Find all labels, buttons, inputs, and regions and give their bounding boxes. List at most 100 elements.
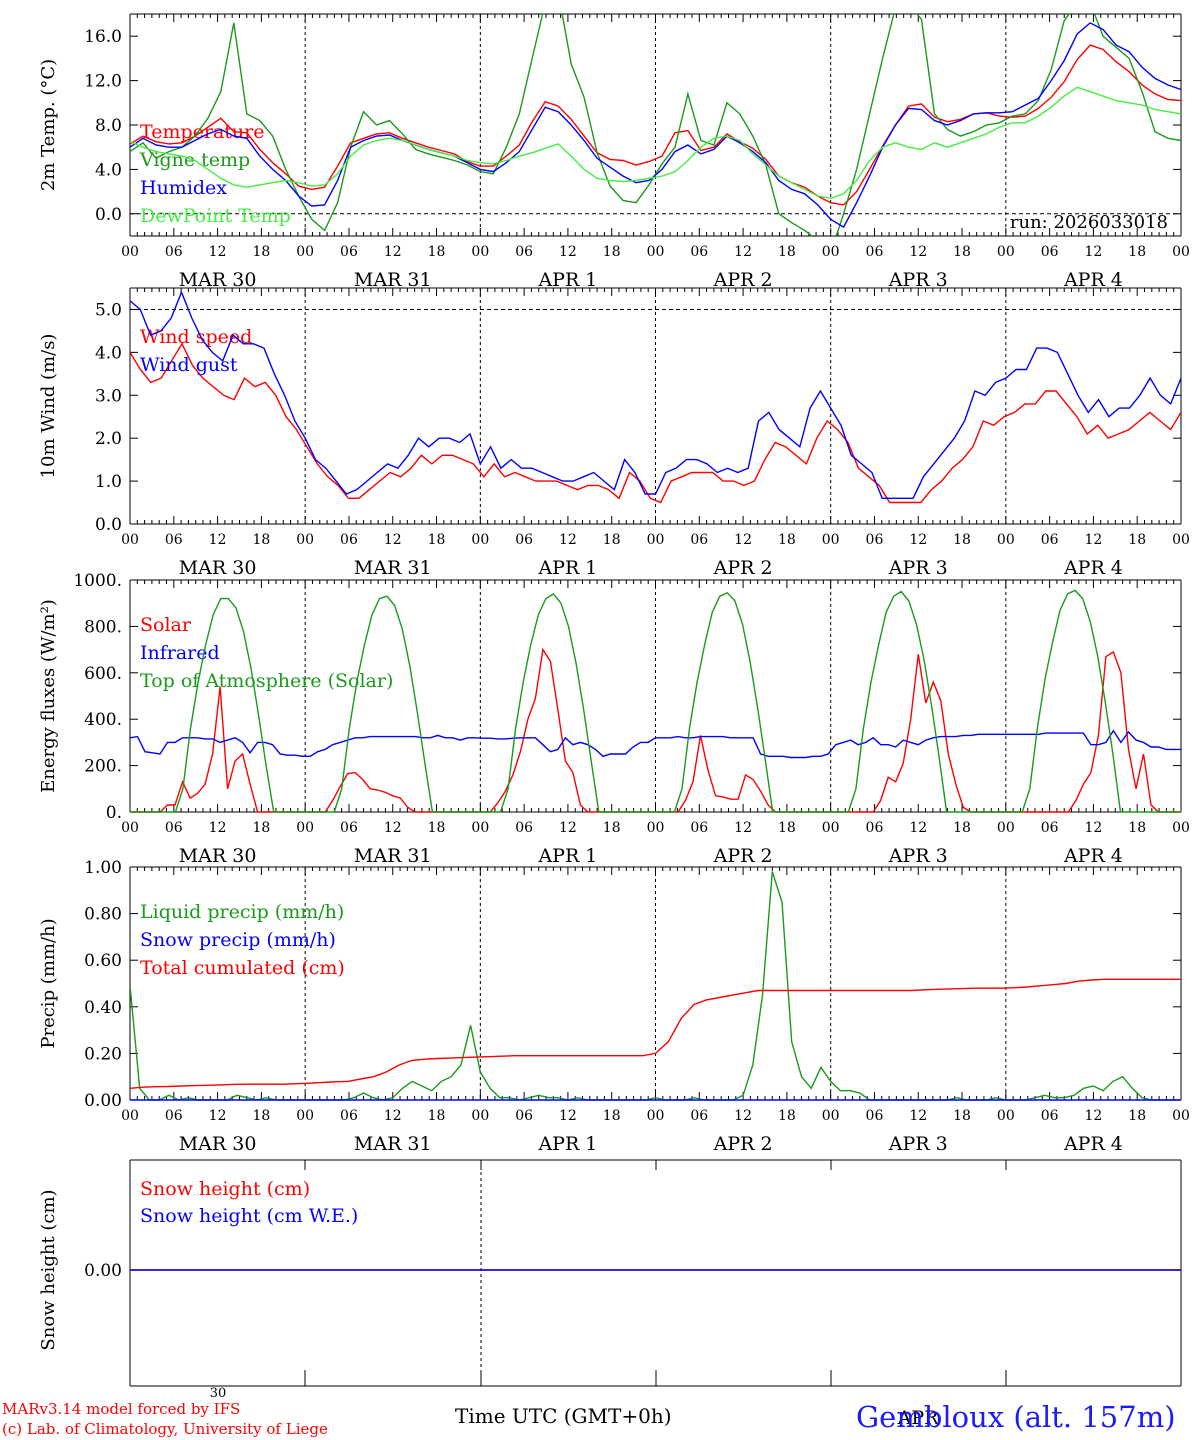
y-axis-label: Precip (mm/h)	[38, 918, 59, 1048]
x-tick-label: 18	[252, 532, 270, 548]
panel-5: 30 APR 0.00 Snow height (cm) Snow height (cm…	[38, 1159, 1182, 1429]
x-tick-label: 12	[1085, 1108, 1103, 1124]
x-tick-label: 12	[384, 532, 402, 548]
x-tick-label: 12	[559, 532, 577, 548]
y-axis-label: Energy fluxes (W/m²)	[38, 599, 59, 793]
x-tick-label: 06	[515, 244, 533, 260]
x-tick-label: 12	[209, 244, 227, 260]
x-tick-label: 00	[997, 820, 1015, 836]
x-tick-label: 18	[428, 532, 446, 548]
x-tick-label: 18	[1128, 1108, 1146, 1124]
y-axis-label: 2m Temp. (°C)	[38, 59, 59, 191]
day-label: MAR 30	[179, 269, 257, 291]
legend-solar: Solar	[140, 614, 192, 636]
x-tick-label: 00	[822, 1108, 840, 1124]
x-tick-label: 06	[165, 244, 183, 260]
x-tick-label: 12	[209, 1108, 227, 1124]
x-tick-label: 06	[515, 820, 533, 836]
bottom-month-label: APR	[897, 1407, 940, 1429]
x-tick-label: 00	[296, 1108, 314, 1124]
x-tick-label: 12	[734, 820, 752, 836]
x-tick-label: 18	[428, 244, 446, 260]
x-tick-label: 18	[252, 244, 270, 260]
legend-snow-height-cm-w-e: Snow height (cm W.E.)	[140, 1205, 358, 1227]
x-tick-label: 18	[603, 244, 621, 260]
x-tick-label: 06	[866, 820, 884, 836]
lab-credit: (c) Lab. of Climatology, University of L…	[2, 1420, 328, 1438]
x-tick-label: 06	[340, 244, 358, 260]
x-tick-label: 00	[822, 244, 840, 260]
series-line-infrared	[130, 729, 1181, 759]
panel-1: 00 06 12 18 00 06 12 18 00 06 12 18 00 06 12 18 00 06 12 18…	[38, 13, 1190, 291]
day-label: MAR 30	[179, 845, 257, 867]
day-label: APR 1	[537, 1133, 597, 1155]
y-tick-label: 4.0	[95, 160, 122, 180]
y-tick-label: 0.40	[84, 998, 122, 1018]
bottom-day-number: 30	[210, 1386, 227, 1401]
y-tick-label: 400.	[84, 710, 122, 730]
x-tick-label: 12	[734, 532, 752, 548]
x-tick-label: 18	[1128, 244, 1146, 260]
legend-temperature: Temperature	[140, 121, 264, 143]
x-tick-label: 00	[822, 532, 840, 548]
x-tick-label: 06	[1041, 532, 1059, 548]
legend-total-cumulated-cm: Total cumulated (cm)	[140, 957, 345, 979]
x-tick-label: 06	[1041, 1108, 1059, 1124]
x-tick-label: 00	[647, 532, 665, 548]
x-tick-label: 18	[1128, 532, 1146, 548]
legend-humidex: Humidex	[140, 177, 227, 199]
y-tick-label: 800.	[84, 617, 122, 637]
y-tick-label: 1.0	[95, 472, 122, 492]
x-tick-label: 18	[778, 1108, 796, 1124]
x-tick-label: 12	[909, 532, 927, 548]
day-label: APR 3	[888, 845, 948, 867]
y-tick-label: 5.0	[95, 300, 122, 320]
x-tick-label: 12	[559, 820, 577, 836]
x-tick-label: 18	[953, 820, 971, 836]
x-tick-label: 18	[953, 1108, 971, 1124]
x-tick-label: 18	[252, 820, 270, 836]
series-line-wind-gust	[130, 290, 1181, 499]
x-tick-label: 00	[647, 820, 665, 836]
day-label: APR 4	[1063, 269, 1123, 291]
x-tick-label: 00	[121, 244, 139, 260]
x-tick-label: 00	[471, 532, 489, 548]
day-label: MAR 31	[354, 557, 432, 579]
x-tick-label: 12	[559, 1108, 577, 1124]
x-tick-label: 06	[690, 244, 708, 260]
day-label: MAR 30	[179, 557, 257, 579]
x-tick-label: 00	[1172, 820, 1190, 836]
x-tick-label: 00	[822, 820, 840, 836]
legend-top-of-atmosphere-solar: Top of Atmosphere (Solar)	[140, 670, 393, 692]
x-tick-label: 12	[1085, 820, 1103, 836]
x-tick-label: 18	[778, 244, 796, 260]
run-label: run: 2026033018	[1010, 212, 1168, 233]
x-tick-label: 06	[515, 1108, 533, 1124]
legend-snow-height-cm: Snow height (cm)	[140, 1178, 310, 1200]
x-tick-label: 06	[340, 1108, 358, 1124]
series-line-top-of-atmosphere-solar	[130, 589, 1181, 813]
day-label: MAR 30	[179, 1133, 257, 1155]
y-axis-label: Snow height (cm)	[38, 1189, 59, 1350]
y-tick-label: 0.0	[95, 205, 122, 225]
x-tick-label: 18	[778, 820, 796, 836]
x-tick-label: 00	[471, 244, 489, 260]
y-tick-label: 8.0	[95, 116, 122, 136]
legend-wind-speed: Wind speed	[140, 326, 252, 348]
x-tick-label: 12	[909, 244, 927, 260]
y-tick-label: 1.00	[84, 858, 122, 878]
x-tick-label: 00	[997, 244, 1015, 260]
station-label: Gembloux (alt. 157m)	[856, 1400, 1176, 1434]
y-tick-label: 12.0	[84, 72, 122, 92]
x-tick-label: 00	[121, 820, 139, 836]
x-tick-label: 06	[690, 532, 708, 548]
panel-3: 00 06 12 18 00 06 12 18 00 06 12 18 00 06 12 18 00 06 12 18…	[38, 571, 1190, 867]
y-tick-label: 0.80	[84, 905, 122, 925]
day-label: APR 1	[537, 269, 597, 291]
x-tick-label: 00	[997, 532, 1015, 548]
x-tick-label: 06	[866, 1108, 884, 1124]
y-tick-label: 1000.	[73, 571, 122, 591]
x-tick-label: 06	[515, 532, 533, 548]
series-line-temperature	[130, 44, 1181, 206]
x-tick-label: 12	[559, 244, 577, 260]
